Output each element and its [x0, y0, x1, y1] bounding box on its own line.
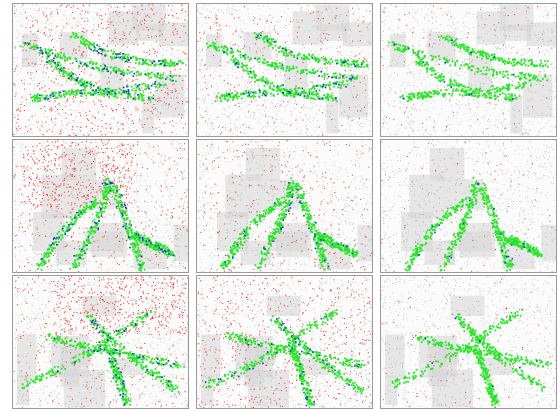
point-cloud-render — [197, 276, 372, 408]
building-shape — [200, 375, 214, 406]
building-shape — [268, 231, 308, 252]
panel-r3c1 — [12, 275, 189, 409]
building-shape — [173, 224, 188, 262]
building-shape — [284, 54, 308, 97]
panel-r1c1 — [12, 3, 189, 137]
point-cloud-render — [381, 4, 556, 136]
building-shape — [357, 224, 372, 262]
building-shape — [526, 22, 556, 47]
building-shape — [206, 34, 222, 68]
point-cloud-render — [381, 140, 556, 272]
building-shape — [468, 54, 492, 97]
building-shape — [56, 240, 88, 265]
panel-r1c2 — [196, 3, 373, 137]
building-shape — [541, 224, 556, 262]
building-shape — [225, 174, 261, 219]
point-cloud-render — [197, 140, 372, 272]
panel-r3c3 — [380, 275, 557, 409]
building-shape — [187, 320, 188, 362]
point-cloud-render — [381, 276, 556, 408]
building-shape — [100, 54, 124, 97]
point-cloud-render — [197, 4, 372, 136]
panel-r2c1 — [12, 139, 189, 273]
panel-r2c3 — [380, 139, 557, 273]
building-shape — [428, 346, 448, 387]
point-cloud-render — [13, 140, 188, 272]
building-shape — [240, 240, 272, 265]
building-shape — [424, 240, 456, 265]
point-cloud-render — [13, 276, 188, 408]
building-shape — [523, 74, 553, 118]
building-shape — [22, 34, 38, 68]
panel-r2c2 — [196, 139, 373, 273]
building-shape — [142, 96, 155, 134]
building-shape — [292, 11, 322, 45]
building-shape — [155, 74, 185, 118]
building-shape — [450, 295, 485, 317]
building-shape — [409, 174, 445, 219]
building-shape — [371, 320, 372, 362]
building-shape — [17, 334, 37, 379]
building-shape — [555, 320, 556, 362]
point-cloud-render — [13, 4, 188, 136]
building-shape — [385, 334, 405, 379]
building-shape — [326, 96, 339, 134]
building-shape — [59, 31, 88, 60]
building-shape — [201, 334, 221, 379]
building-shape — [342, 22, 372, 47]
panel-r1c3 — [380, 3, 557, 137]
building-shape — [84, 231, 124, 252]
panel-r3c2 — [196, 275, 373, 409]
building-shape — [510, 96, 523, 134]
building-shape — [452, 231, 492, 252]
building-shape — [476, 11, 506, 45]
building-shape — [384, 375, 398, 406]
building-shape — [16, 375, 30, 406]
